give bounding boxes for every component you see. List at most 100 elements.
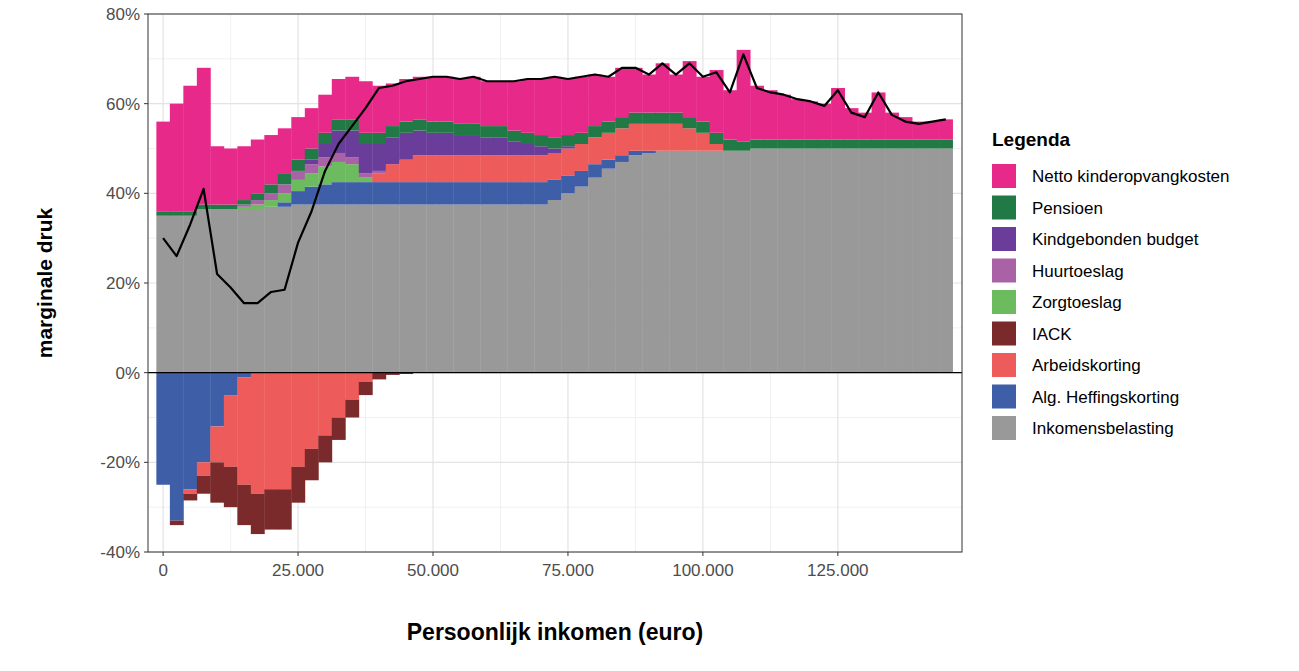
bar-segment	[723, 90, 737, 139]
bar-segment	[251, 200, 265, 204]
y-tick-label: -20%	[100, 453, 140, 472]
bar-segment	[278, 128, 292, 173]
bar-segment	[210, 373, 224, 427]
bar-segment	[359, 382, 373, 395]
bar-segment	[656, 124, 670, 151]
bar-segment	[237, 205, 251, 207]
bar-segment	[399, 122, 413, 133]
bar-segment	[332, 119, 346, 130]
bar-segment	[615, 155, 629, 162]
bar-segment	[305, 205, 319, 373]
bar-segment	[237, 373, 251, 377]
bar-segment	[372, 182, 386, 204]
bar-segment	[426, 77, 440, 122]
bar-segment	[413, 77, 427, 120]
bar-segment	[426, 155, 440, 182]
x-tick-label: 100.000	[672, 561, 733, 580]
bar-segment	[305, 149, 319, 160]
bar-segment	[170, 373, 184, 521]
bar-segment	[926, 122, 940, 140]
y-tick	[144, 462, 148, 463]
bar-segment	[548, 200, 562, 373]
bar-segment	[710, 144, 724, 151]
bar-segment	[521, 79, 535, 133]
bar-segment	[305, 449, 319, 480]
bar-segment	[413, 155, 427, 182]
bar-segment	[534, 79, 548, 135]
bar-segment	[777, 95, 791, 140]
bar-segment	[440, 133, 454, 155]
bar-segment	[237, 200, 251, 204]
marks	[156, 50, 953, 534]
bar-segment	[332, 162, 346, 182]
y-tick	[144, 283, 148, 284]
bar-segment	[575, 171, 589, 187]
bar-segment	[575, 133, 589, 144]
legend-label: Netto kinderopvangkosten	[1032, 167, 1230, 186]
bar-segment	[764, 140, 778, 149]
bar-segment	[494, 126, 508, 137]
bar-segment	[318, 205, 332, 373]
bar-segment	[548, 153, 562, 180]
x-tick-label: 25.000	[272, 561, 324, 580]
bar-segment	[791, 149, 805, 373]
bar-segment	[561, 135, 575, 146]
bar-segment	[467, 182, 481, 204]
bar-segment	[170, 521, 184, 525]
bar-segment	[872, 149, 886, 373]
bar-segment	[507, 131, 521, 142]
bar-segment	[399, 205, 413, 373]
legend-swatch	[992, 385, 1016, 409]
bar-segment	[467, 155, 481, 182]
bar-segment	[642, 124, 656, 151]
bar-segment	[224, 373, 238, 395]
bar-segment	[210, 426, 224, 462]
bar-segment	[818, 149, 832, 373]
bar-segment	[507, 205, 521, 373]
bar-segment	[534, 155, 548, 182]
bar-segment	[332, 182, 346, 204]
legend-swatch	[992, 416, 1016, 440]
plot-frame	[148, 14, 962, 552]
bar-segment	[359, 373, 373, 382]
bar-segment	[467, 205, 481, 373]
bar-segment	[453, 124, 467, 135]
bar-segment	[534, 135, 548, 146]
bar-segment	[642, 151, 656, 153]
bar-segment	[696, 133, 710, 151]
bar-segment	[521, 144, 535, 155]
y-tick	[144, 372, 148, 373]
bar-segment	[345, 157, 359, 164]
y-tick	[144, 552, 148, 553]
bar-segment	[548, 180, 562, 200]
bar-segment	[777, 149, 791, 373]
x-tick-label: 75.000	[542, 561, 594, 580]
bar-segment	[750, 140, 764, 149]
bar-segment	[737, 142, 751, 151]
bar-segment	[737, 50, 751, 142]
bar-segment	[386, 205, 400, 373]
chart: -40%-20%0%20%40%60%80%025.00050.00075.00…	[0, 0, 1299, 671]
bar-segment	[467, 124, 481, 135]
legend: LegendaNetto kinderopvangkostenPensioenK…	[992, 129, 1230, 440]
bar-segment	[278, 489, 292, 529]
bar-segment	[548, 149, 562, 153]
y-tick	[144, 103, 148, 104]
bar-segment	[345, 131, 359, 158]
minor-grid-line	[148, 58, 962, 59]
bar-segment	[615, 68, 629, 117]
bar-segment	[359, 182, 373, 204]
bar-segment	[440, 77, 454, 122]
bar-segment	[831, 149, 845, 373]
bar-segment	[278, 202, 292, 206]
bar-segment	[318, 373, 332, 436]
bar-segment	[453, 135, 467, 155]
bar-segment	[629, 68, 643, 113]
bar-segment	[332, 131, 346, 153]
bar-segment	[939, 140, 953, 149]
bar-segment	[332, 79, 346, 119]
legend-label: Pensioen	[1032, 199, 1103, 218]
bar-segment	[237, 377, 251, 485]
bar-segment	[291, 171, 305, 180]
bar-segment	[345, 400, 359, 418]
